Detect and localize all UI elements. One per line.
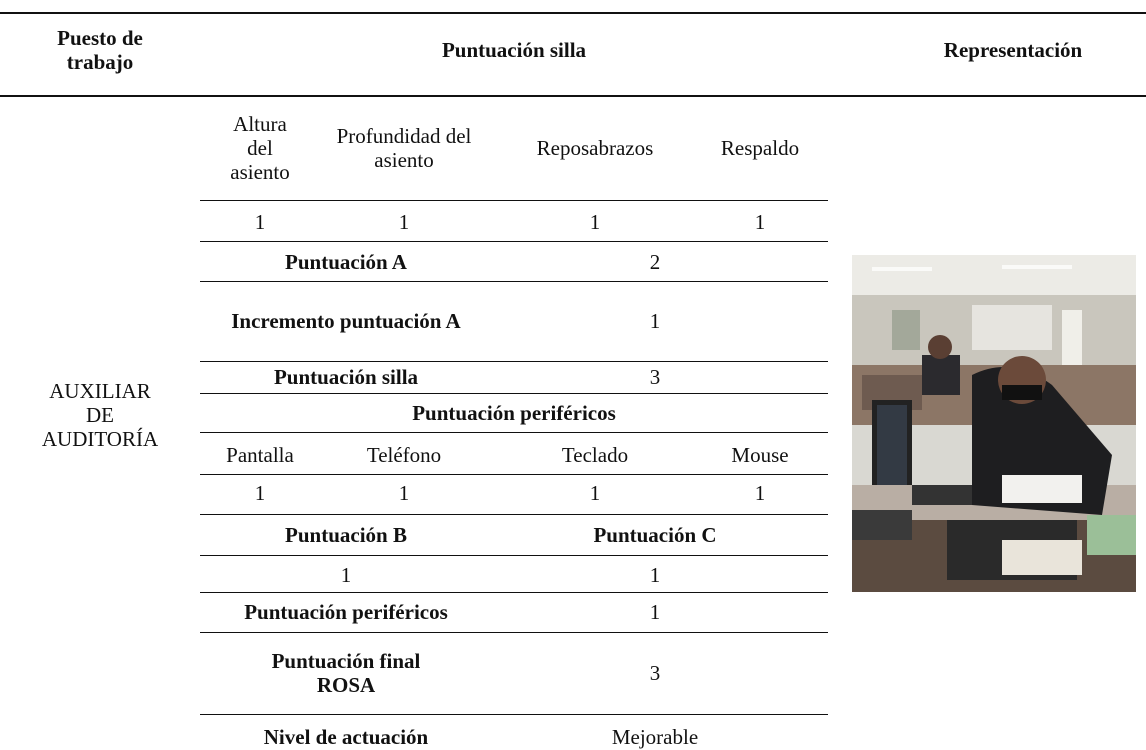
table-rule <box>200 632 828 633</box>
table-cell: Respaldo <box>720 136 800 160</box>
table-cell: Puntuación periféricos <box>412 401 616 425</box>
table-cell: 1 <box>254 481 266 505</box>
table-cell: 1 <box>649 309 661 333</box>
table-cell: Nivel de actuación <box>263 725 429 749</box>
table-cell: Puntuación C <box>593 523 717 547</box>
table-cell: AUXILIAR DE AUDITORÍA <box>41 379 159 451</box>
table-cell: Puntuación final ROSA <box>271 649 421 697</box>
table-cell: Puntuación periféricos <box>244 600 448 624</box>
table-rule <box>200 555 828 556</box>
table-cell: Profundidad del asiento <box>336 124 472 172</box>
table-rule <box>200 200 828 201</box>
table-cell: 1 <box>254 210 266 234</box>
table-cell: 1 <box>398 481 410 505</box>
table-cell: Teléfono <box>366 443 442 467</box>
table-cell: 1 <box>649 600 661 624</box>
table-rule <box>200 361 828 362</box>
table-cell: Representación <box>943 38 1083 62</box>
table-cell: 1 <box>398 210 410 234</box>
table-rule <box>0 95 1146 97</box>
table-rule <box>200 393 828 394</box>
table-cell: Puntuación B <box>285 523 407 547</box>
table-cell: 3 <box>649 365 661 389</box>
table-cell: 1 <box>340 563 352 587</box>
table-rule <box>200 241 828 242</box>
table-rule <box>200 592 828 593</box>
table-cell: Puesto de trabajo <box>57 26 143 74</box>
table-cell: Altura del asiento <box>230 112 290 184</box>
table-cell: Puntuación silla <box>273 365 419 389</box>
table-rule <box>200 514 828 515</box>
table-cell: Puntuación silla <box>441 38 587 62</box>
table-cell: 3 <box>649 661 661 685</box>
table-rule <box>0 12 1146 14</box>
table-rule <box>200 281 828 282</box>
table-cell: Mejorable <box>611 725 699 749</box>
table-cell: Reposabrazos <box>536 136 654 160</box>
table-cell: Teclado <box>561 443 629 467</box>
table-cell: Pantalla <box>226 443 294 467</box>
office-photo <box>852 255 1136 592</box>
table-cell: Incremento puntuación A <box>231 309 461 333</box>
table-rule <box>200 432 828 433</box>
table-cell: Puntuación A <box>285 250 407 274</box>
table-cell: Mouse <box>731 443 789 467</box>
table-cell: 1 <box>754 481 766 505</box>
table-cell: 1 <box>589 210 601 234</box>
table-cell: 1 <box>589 481 601 505</box>
table-cell: 1 <box>754 210 766 234</box>
table-cell: 2 <box>649 250 661 274</box>
table-rule <box>200 714 828 715</box>
table-cell: 1 <box>649 563 661 587</box>
table-rule <box>200 474 828 475</box>
